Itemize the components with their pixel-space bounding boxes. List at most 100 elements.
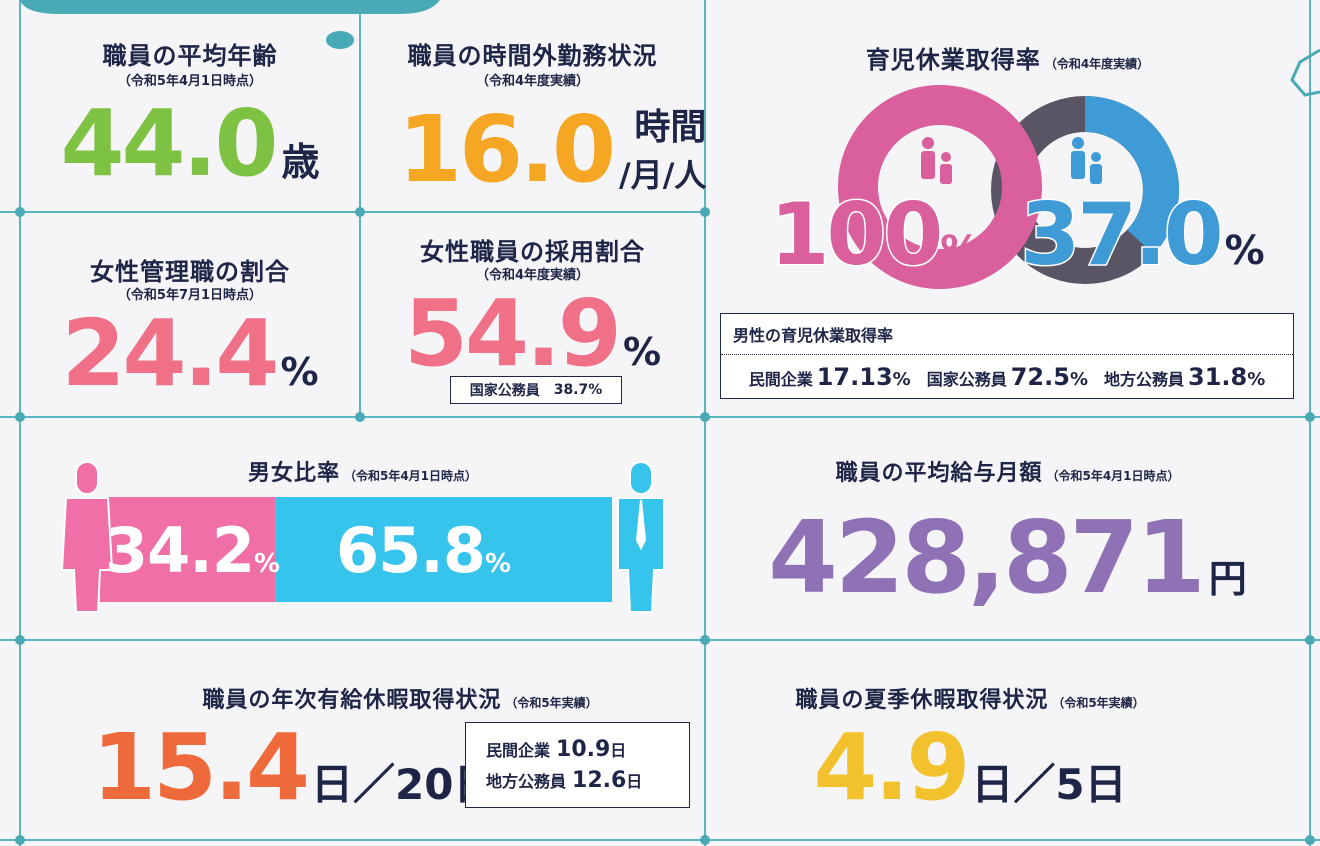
value: 16.0 bbox=[398, 96, 616, 203]
unit: % bbox=[1247, 369, 1266, 390]
item: 民間企業 17.13% bbox=[749, 363, 911, 391]
units: 時間 /月/人 bbox=[619, 98, 706, 196]
stat: 54.9 % bbox=[360, 288, 705, 380]
value: 100 bbox=[768, 185, 945, 285]
stat: 428,871 円 bbox=[705, 508, 1310, 608]
cloud-dot bbox=[326, 31, 354, 49]
label: 国家公務員 bbox=[469, 383, 540, 399]
unit: % bbox=[1069, 369, 1088, 390]
unit: 日 bbox=[610, 741, 627, 760]
heading: 男女比率 （令和5年4月1日時点） bbox=[20, 455, 705, 487]
unit: % bbox=[280, 350, 319, 394]
unit: % bbox=[940, 228, 981, 274]
note: （令和4年度実績） bbox=[475, 74, 590, 89]
heading: 職員の平均給与月額 （令和5年4月1日時点） bbox=[705, 455, 1310, 487]
value: 17.13 bbox=[816, 363, 893, 391]
note: （令和4年度実績） bbox=[1044, 57, 1150, 71]
unit: 円 bbox=[1208, 557, 1247, 601]
heading: 育児休業取得率 （令和4年度実績） bbox=[705, 40, 1310, 75]
item: 民間企業 10.9 日 bbox=[486, 737, 689, 762]
unit: /月/人 bbox=[619, 156, 707, 194]
compare-box: 民間企業 10.9 日地方公務員 12.6 日 bbox=[465, 722, 690, 808]
stat: 4.9 日 ／5日 bbox=[705, 722, 1235, 814]
note: （令和5年4月1日時点） bbox=[343, 469, 478, 483]
title: 職員の夏季休暇取得状況 bbox=[795, 688, 1049, 713]
stat: 65.8 % bbox=[275, 520, 572, 582]
title: 職員の平均給与月額 bbox=[835, 461, 1043, 486]
bar-male bbox=[275, 497, 612, 602]
value: 54.9 bbox=[403, 280, 622, 387]
value: 15.4 bbox=[92, 714, 310, 821]
man-icon bbox=[617, 461, 665, 613]
stat: 16.0 時間 /月/人 bbox=[398, 98, 706, 196]
value: 72.5 bbox=[1010, 363, 1070, 391]
heading: 職員の夏季休暇取得状況 （令和5年実績） bbox=[705, 682, 1235, 714]
unit: % bbox=[892, 369, 911, 390]
value: 12.6 bbox=[572, 768, 627, 793]
value: 37.0 bbox=[1019, 185, 1225, 285]
value: 24.4 bbox=[61, 300, 279, 407]
unit: 時間 bbox=[634, 107, 707, 148]
unit: 歳 bbox=[281, 140, 320, 184]
value: 428,871 bbox=[768, 499, 1205, 616]
item: 地方公務員 31.8% bbox=[1104, 363, 1265, 391]
item: 地方公務員 12.6 日 bbox=[486, 768, 689, 793]
stat: 24.4 % bbox=[20, 308, 360, 400]
stat: 100 % bbox=[765, 185, 985, 285]
title: 職員の平均年齢 bbox=[102, 42, 278, 70]
grid-dots bbox=[15, 207, 1315, 845]
unit: % bbox=[622, 330, 662, 374]
stat: 34.2 % bbox=[105, 520, 280, 582]
label: 地方公務員 bbox=[1103, 370, 1184, 389]
note: （令和5年実績） bbox=[1052, 696, 1145, 710]
note: （令和5年実績） bbox=[505, 696, 598, 710]
title: 職員の年次有給休暇取得状況 bbox=[202, 688, 502, 713]
title: 職員の時間外勤務状況 bbox=[407, 42, 658, 70]
total: ／5日 bbox=[1013, 760, 1127, 809]
donut-arc-female bbox=[838, 85, 1042, 289]
woman-icon bbox=[60, 461, 114, 613]
male-comparison-box: 男性の育児休業取得率 民間企業 17.13% 国家公務員 72.5% 地方公務員 31.8… bbox=[720, 313, 1294, 399]
stat: 44.0 歳 bbox=[20, 98, 360, 190]
value: 31.8 bbox=[1188, 363, 1248, 391]
compare-box: 国家公務員 38.7% bbox=[450, 376, 622, 404]
bubble bbox=[1290, 48, 1320, 97]
family-icon-female bbox=[921, 137, 952, 184]
note: （令和4年度実績） bbox=[475, 268, 590, 283]
value: 44.0 bbox=[60, 90, 278, 197]
unit: % bbox=[1224, 228, 1265, 274]
unit: % bbox=[254, 549, 281, 579]
stat: 37.0 % bbox=[1019, 191, 1265, 280]
box-title: 男性の育児休業取得率 bbox=[721, 314, 1293, 355]
title: 育児休業取得率 bbox=[865, 46, 1041, 74]
unit: 日 bbox=[311, 760, 354, 809]
box-items: 民間企業 17.13% 国家公務員 72.5% 地方公務員 31.8% bbox=[721, 355, 1293, 391]
item: 国家公務員 72.5% bbox=[927, 363, 1088, 391]
stat: 15.4 日 ／20日 bbox=[92, 722, 495, 814]
value: 34.2 bbox=[105, 514, 255, 587]
title: 女性管理職の割合 bbox=[90, 258, 290, 286]
unit: 日 bbox=[971, 760, 1014, 809]
title: 女性職員の採用割合 bbox=[420, 238, 645, 266]
label: 民間企業 bbox=[748, 370, 813, 389]
label: 国家公務員 bbox=[926, 370, 1007, 389]
label: 地方公務員 bbox=[486, 772, 567, 791]
note: （令和5年4月1日時点） bbox=[1046, 469, 1180, 483]
label: 民間企業 bbox=[486, 741, 551, 760]
note: （令和5年4月1日時点） bbox=[117, 74, 263, 89]
cloud bbox=[20, 0, 440, 14]
heading: 職員の年次有給休暇取得状況 （令和5年実績） bbox=[20, 682, 780, 714]
unit: % bbox=[588, 382, 603, 398]
donut-arc-male bbox=[1084, 96, 1179, 255]
note: （令和5年7月1日時点） bbox=[117, 288, 263, 303]
bar-female bbox=[100, 497, 276, 602]
unit: % bbox=[485, 549, 512, 579]
value: 4.9 bbox=[813, 714, 970, 821]
family-icon-male bbox=[1071, 137, 1102, 184]
value: 38.7 bbox=[553, 382, 589, 398]
title: 男女比率 bbox=[247, 461, 340, 486]
value: 65.8 bbox=[336, 514, 486, 587]
